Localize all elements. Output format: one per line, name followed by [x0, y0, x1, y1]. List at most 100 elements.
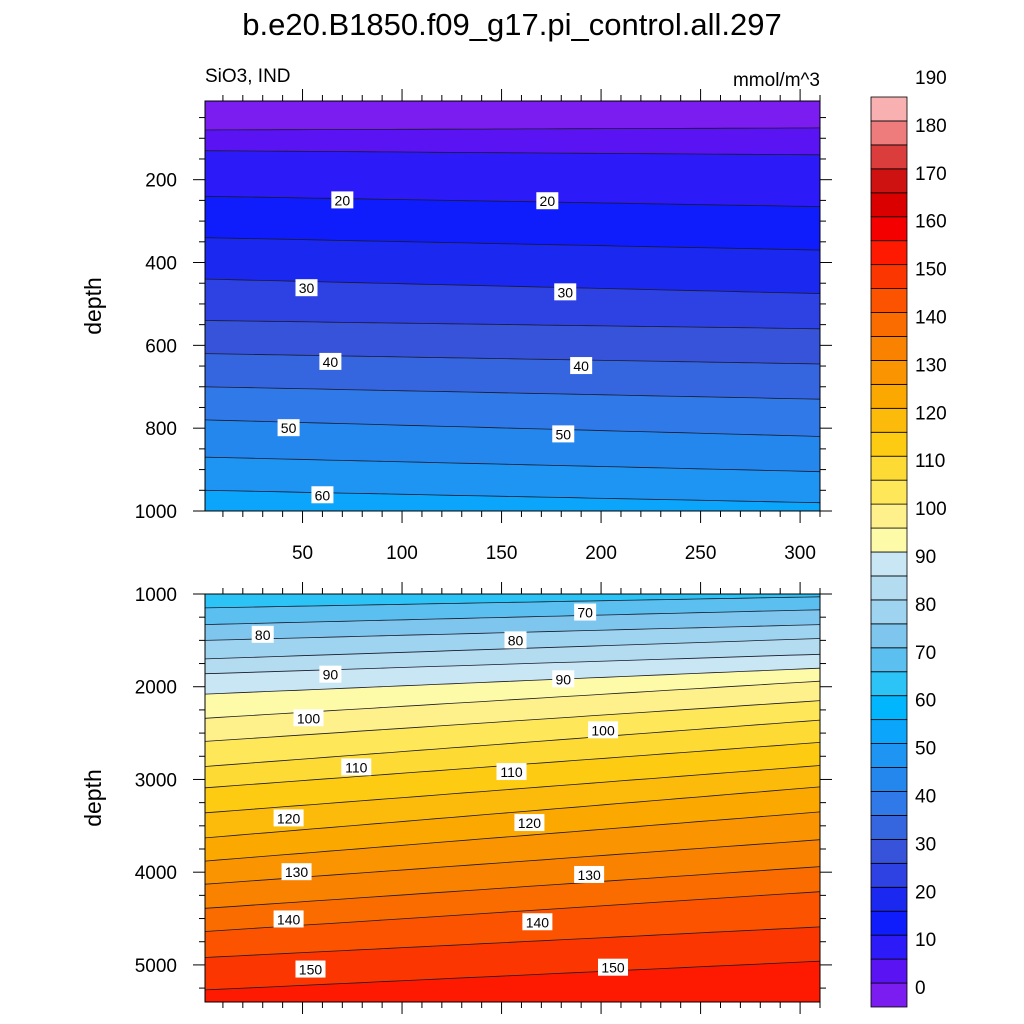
colorbar-label: 130: [915, 355, 947, 376]
contour-label-box: [522, 913, 553, 931]
colorbar-segment: [870, 862, 908, 888]
contour-label-box: [496, 763, 527, 781]
colorbar-label: 80: [915, 595, 936, 616]
contour-line: [205, 456, 820, 473]
colorbar-label: 110: [915, 451, 945, 472]
contour-label: 100: [297, 710, 321, 726]
contour-label-box: [319, 352, 342, 370]
contour-line: [205, 786, 820, 839]
colorbar-label: 100: [915, 499, 947, 520]
colorbar-label: 20: [915, 882, 936, 903]
contour-label-box: [570, 357, 593, 375]
colorbar-segment: [870, 383, 908, 409]
contour-label-box: [341, 758, 372, 776]
contour-line: [205, 596, 820, 609]
contour-label-box: [273, 809, 304, 827]
colorbar-label: 40: [915, 786, 936, 807]
contour-label: 120: [277, 810, 301, 826]
colorbar-label: 50: [915, 739, 936, 760]
contour-line: [205, 419, 820, 437]
contour-label: 140: [526, 914, 550, 930]
colorbar-segment: [870, 288, 908, 313]
contour-label: 110: [345, 759, 368, 775]
colorbar-segment: [870, 958, 908, 984]
colorbar-segment: [870, 120, 908, 146]
x-tick-label: 250: [685, 543, 717, 564]
contour-label: 40: [573, 358, 589, 374]
contour-label: 70: [577, 605, 593, 621]
contour-label-box: [295, 960, 326, 978]
colorbar-segment: [870, 791, 908, 816]
contour-label: 30: [299, 280, 315, 296]
contour-label: 150: [601, 960, 625, 976]
colorbar-segment: [870, 671, 908, 697]
contour-line: [205, 510, 236, 511]
contour-line: [205, 320, 820, 330]
contour-label: 20: [335, 192, 351, 208]
y-axis-label: depth: [80, 769, 106, 827]
contour-label-box: [514, 814, 545, 832]
contour-line: [205, 653, 820, 675]
contour-label: 120: [518, 815, 542, 831]
colorbar-segment: [870, 240, 908, 266]
plot-frame: [204, 593, 821, 1003]
colorbar-label: 140: [915, 308, 947, 329]
contour-label: 20: [540, 193, 556, 209]
colorbar-label: 160: [915, 212, 947, 233]
contour-label: 40: [323, 354, 339, 370]
contour-label: 80: [508, 632, 524, 648]
y-tick-label: 600: [145, 336, 177, 357]
colorbar: 0 10 20 30 40 50 60 70 80 90 100 110 120 130 140 150 160…: [870, 68, 947, 1008]
colorbar-segment: [870, 144, 908, 170]
colorbar-segment: [870, 815, 908, 840]
contour-label-box: [554, 283, 577, 301]
colorbar-segment: [870, 360, 908, 385]
contour-line: [205, 386, 820, 400]
colorbar-segment: [870, 312, 908, 337]
contour-label-box: [574, 603, 597, 621]
contour-label-box: [319, 665, 342, 683]
contour-line: [205, 489, 820, 504]
lower-depth-panel: 70 80 80 90 90 100 100 110 110 120 120 130 130 140 140…: [80, 582, 832, 1014]
colorbar-label: 150: [915, 260, 947, 281]
contour-label-box: [574, 865, 605, 883]
y-axis-label: depth: [80, 277, 106, 335]
colorbar-segment: [870, 719, 908, 744]
colorbar-segment: [870, 264, 908, 289]
contour-line: [205, 811, 820, 862]
contour-label-box: [331, 191, 354, 209]
contour-line: [205, 700, 820, 742]
y-tick-label: 1000: [135, 585, 177, 606]
y-tick-label: 2000: [135, 678, 177, 699]
contour-line: [205, 719, 820, 767]
colorbar-segment: [870, 431, 908, 457]
colorbar-label: 0: [915, 978, 926, 999]
colorbar-segment: [870, 623, 908, 649]
contour-line: [205, 960, 820, 991]
colorbar-segment: [870, 455, 908, 481]
colorbar-label: 60: [915, 691, 936, 712]
colorbar-segment: [870, 838, 908, 864]
colorbar-segment: [870, 886, 908, 912]
contour-line: [205, 237, 820, 251]
colorbar-label: 170: [915, 164, 947, 185]
x-tick-label: 200: [585, 543, 617, 564]
contour-label-box: [251, 625, 274, 643]
contour-line: [205, 866, 820, 909]
units-label: mmol/m^3: [733, 70, 820, 91]
contour-label: 130: [577, 867, 601, 883]
contour-label-box: [273, 910, 304, 928]
contour-label: 140: [277, 911, 301, 927]
colorbar-segment: [870, 767, 908, 792]
contour-label: 60: [315, 487, 331, 503]
contour-line: [205, 609, 820, 625]
x-tick-label: 150: [486, 543, 518, 564]
colorbar-segment: [870, 527, 908, 553]
colorbar-label: 180: [915, 116, 947, 137]
colorbar-segment: [870, 479, 908, 505]
y-tick-label: 5000: [135, 956, 177, 977]
colorbar-segment: [870, 647, 908, 673]
contour-label-box: [598, 958, 629, 976]
contour-label-box: [311, 486, 334, 504]
